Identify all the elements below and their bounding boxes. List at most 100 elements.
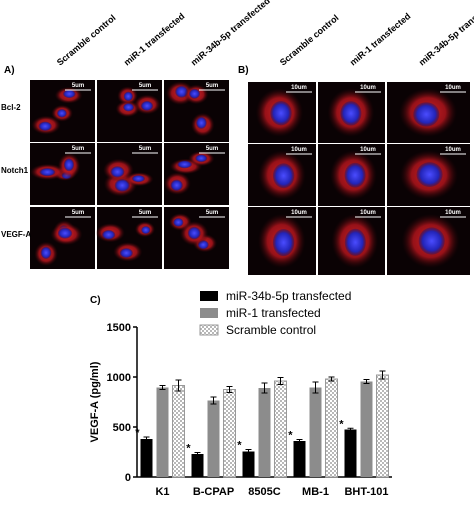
nucleus <box>119 248 133 258</box>
error-bar <box>347 427 354 432</box>
nucleus <box>272 228 295 257</box>
bar <box>191 454 204 477</box>
x-tick-label: K1 <box>155 486 169 498</box>
nucleus <box>418 227 445 255</box>
significance-mark: * <box>186 443 191 455</box>
nucleus <box>141 226 151 234</box>
nucleus <box>131 175 145 183</box>
bar <box>156 387 169 477</box>
nucleus <box>413 102 440 127</box>
panel-label: A) <box>4 65 15 76</box>
nucleus <box>40 246 52 259</box>
bar <box>325 378 338 478</box>
nucleus <box>39 168 56 177</box>
nucleus <box>57 227 73 239</box>
scale-bar-label: 5um <box>139 210 151 216</box>
panel-label: C) <box>90 295 101 306</box>
legend-label: Scramble control <box>226 323 316 337</box>
micrographs: Scramble control 5um 5um 5um miR-1 transfect… <box>1 0 474 275</box>
nucleus <box>344 162 366 188</box>
column-header: Scramble control <box>55 13 118 68</box>
nucleus <box>63 89 76 99</box>
nucleus <box>340 101 362 126</box>
error-bar <box>245 449 252 454</box>
nucleus <box>140 100 154 111</box>
bar <box>223 389 236 478</box>
row-label: Bcl-2 <box>1 103 21 112</box>
column-header: Scramble control <box>278 13 341 68</box>
y-tick-label: 500 <box>113 422 131 434</box>
nucleus <box>63 158 75 172</box>
x-tick-label: MB-1 <box>302 486 329 498</box>
nucleus <box>102 229 116 240</box>
error-bar <box>261 382 268 394</box>
significance-mark: * <box>135 427 140 439</box>
significance-mark: * <box>288 430 293 442</box>
scale-bar-label: 10um <box>360 147 376 153</box>
bar <box>172 385 185 478</box>
scale-bar-label: 10um <box>360 85 376 91</box>
bar <box>309 387 322 477</box>
error-bar <box>175 379 182 392</box>
nucleus <box>416 162 443 187</box>
scale-bar-label: 10um <box>291 147 307 153</box>
legend-swatch <box>200 308 218 318</box>
nucleus <box>110 166 125 178</box>
panel-label: B) <box>238 65 249 76</box>
bar <box>344 429 357 477</box>
column-header: miR-34b-5p transfected <box>417 0 474 68</box>
error-bar <box>159 385 166 390</box>
error-bar <box>277 377 284 385</box>
nucleus <box>189 88 201 99</box>
scale-bar-label: 5um <box>72 210 84 216</box>
y-axis-label: VEGF-A (pg/ml) <box>89 361 101 442</box>
error-bar <box>194 452 201 456</box>
legend-label: miR-1 transfected <box>226 306 321 320</box>
error-bar <box>143 436 150 442</box>
scale-bar-label: 10um <box>291 210 307 216</box>
bar <box>376 374 389 478</box>
nucleus <box>196 116 207 129</box>
error-bar <box>210 396 217 405</box>
scale-bar-label: 5um <box>206 210 218 216</box>
nucleus <box>173 217 184 227</box>
nucleus <box>123 91 133 102</box>
x-tick-label: 8505C <box>248 486 280 498</box>
y-tick-label: 0 <box>125 472 131 484</box>
significance-mark: * <box>237 440 242 452</box>
scale-bar-label: 10um <box>445 210 461 216</box>
nucleus <box>195 154 208 163</box>
error-bar <box>379 370 386 380</box>
error-bar <box>328 376 335 382</box>
bar <box>242 451 255 477</box>
bar <box>207 400 220 477</box>
scale-bar-label: 5um <box>72 146 84 152</box>
row-label: Notch1 <box>1 166 29 175</box>
x-tick-label: BHT-101 <box>344 486 388 498</box>
nucleus <box>177 160 192 169</box>
scale-bar-label: 5um <box>206 146 218 152</box>
scale-bar-label: 10um <box>291 85 307 91</box>
y-tick-label: 1500 <box>107 322 131 334</box>
scale-bar-label: 10um <box>360 210 376 216</box>
bar <box>360 381 373 477</box>
legend-swatch <box>200 291 218 301</box>
nucleus <box>170 179 183 191</box>
scale-bar-label: 5um <box>72 83 84 89</box>
significance-mark: * <box>339 418 344 430</box>
nucleus <box>123 103 135 112</box>
bar <box>274 380 287 478</box>
nucleus <box>38 121 52 131</box>
error-bar <box>363 379 370 384</box>
y-tick-label: 1000 <box>107 372 131 384</box>
nucleus <box>187 226 201 240</box>
scale-bar-label: 5um <box>139 146 151 152</box>
legend-label: miR-34b-5p transfected <box>226 289 351 303</box>
legend-swatch <box>199 324 219 336</box>
bar <box>140 439 153 477</box>
scale-bar-label: 5um <box>206 83 218 89</box>
column-header: miR-1 transfected <box>348 11 413 68</box>
nucleus <box>344 228 366 256</box>
error-bar <box>296 439 303 443</box>
